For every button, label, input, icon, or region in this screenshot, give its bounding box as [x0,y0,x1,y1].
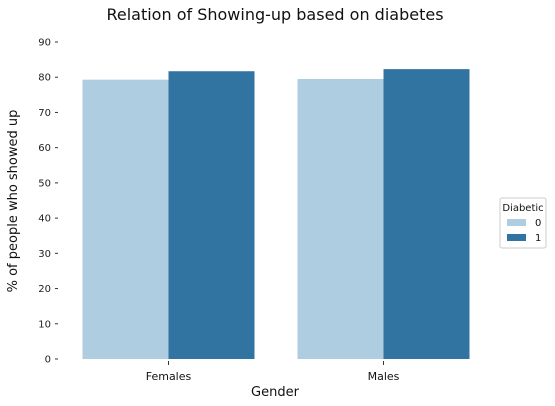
x-axis-label: Gender [251,385,300,400]
legend-label-1: 1 [535,233,541,244]
legend-swatch-1 [507,234,526,241]
y-tick-label: 40 [38,214,51,225]
y-tick-label: 0 [45,355,51,366]
y-tick-label: 70 [38,108,51,119]
y-tick-label: 30 [38,249,51,260]
legend-title: Diabetic [502,203,543,214]
y-tick-label: 60 [38,143,51,154]
y-tick-label: 90 [38,38,51,49]
x-axis: Females Males [146,361,400,383]
legend-swatch-0 [507,219,526,226]
legend: Diabetic 0 1 [499,197,547,249]
y-axis: 0 10 20 30 40 50 60 70 80 90 [38,38,58,366]
y-tick-label: 80 [38,73,51,84]
chart-title: Relation of Showing-up based on diabetes [106,5,443,24]
bar-males-diabetic-0 [297,78,384,359]
y-tick-label: 50 [38,178,51,189]
x-tick-label: Males [368,370,400,383]
bars-group [82,69,470,360]
bar-males-diabetic-1 [383,69,470,360]
legend-label-0: 0 [535,218,541,229]
bar-females-diabetic-1 [168,71,255,360]
y-axis-label: % of people who showed up [6,110,21,293]
y-tick-label: 20 [38,284,51,295]
y-tick-label: 10 [38,319,51,330]
bar-females-diabetic-0 [82,79,169,359]
x-tick-label: Females [146,370,192,383]
